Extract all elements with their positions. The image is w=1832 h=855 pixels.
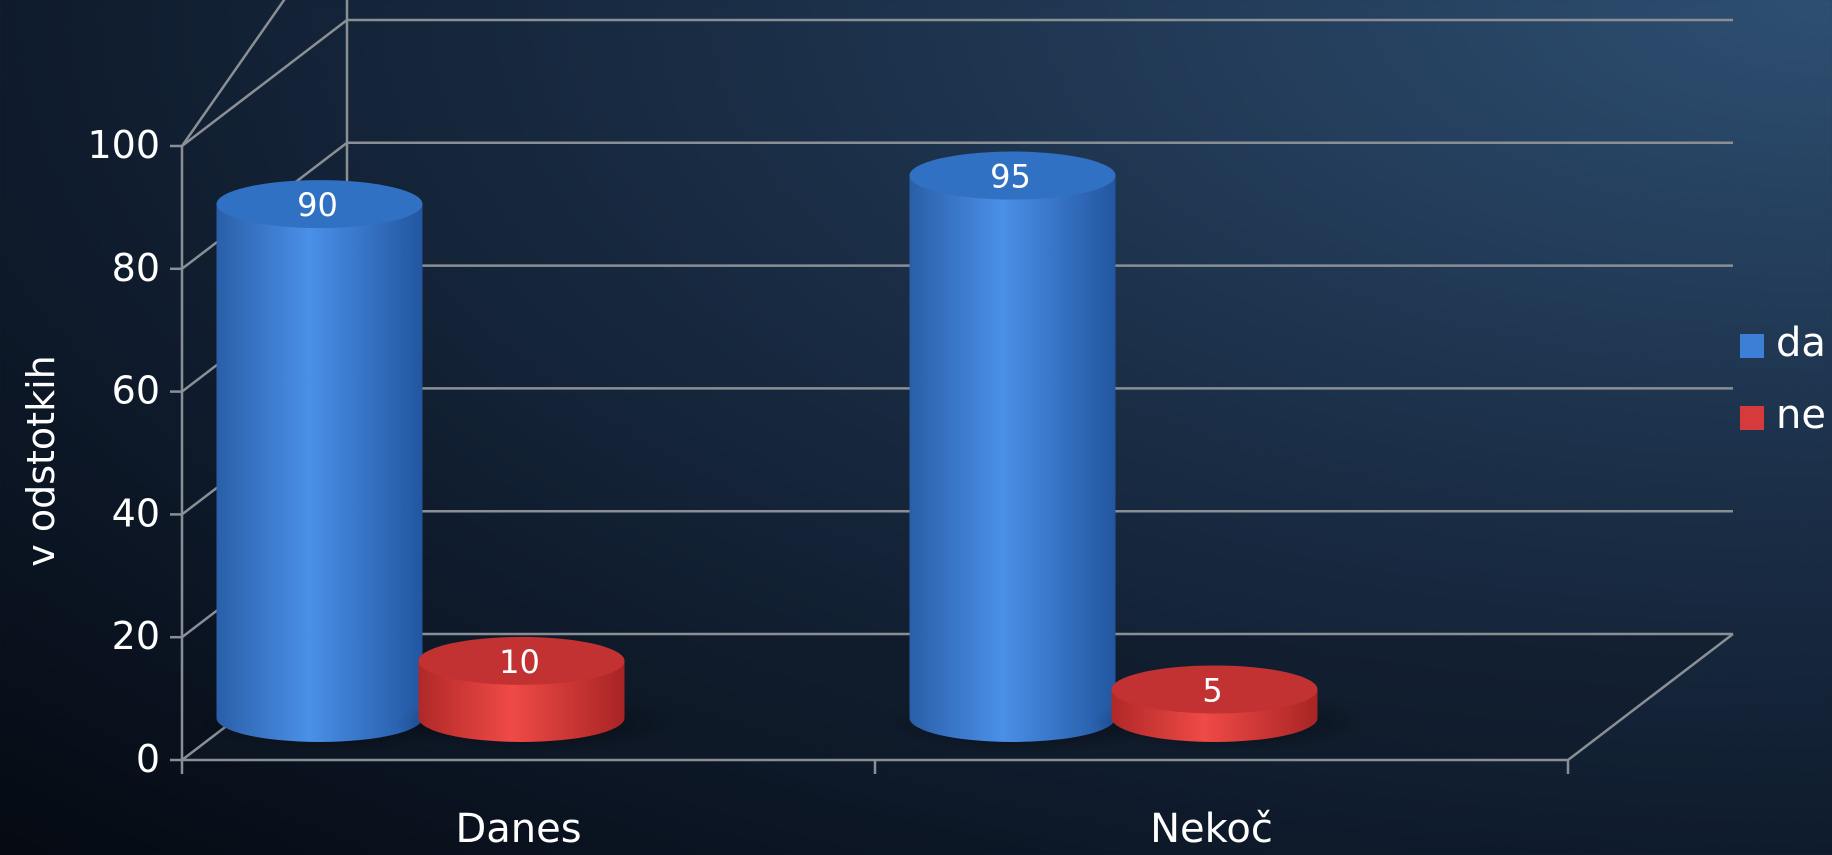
data-label: 90 bbox=[297, 186, 338, 224]
legend-swatch-ne bbox=[1740, 406, 1764, 430]
gridline-side bbox=[181, 19, 348, 147]
y-axis-title: v odstotkih bbox=[19, 355, 63, 566]
legend-label-ne: ne bbox=[1776, 392, 1826, 438]
gridline-side-top bbox=[180, 0, 286, 147]
axis-layer: 0 20 40 60 80 100 Danes Nekoč v odstotkih bbox=[19, 123, 1570, 852]
x-tick-label: Danes bbox=[455, 806, 581, 852]
legend-swatch-da bbox=[1740, 334, 1764, 358]
data-label: 95 bbox=[990, 158, 1031, 196]
bar-da-Nekoč bbox=[887, 151, 1174, 752]
bar-da-Danes bbox=[194, 180, 481, 752]
bar-body bbox=[216, 204, 423, 742]
y-tick-label: 100 bbox=[87, 123, 160, 167]
bar-top bbox=[1111, 665, 1318, 714]
y-tick-label: 80 bbox=[112, 246, 160, 290]
bar-layer bbox=[194, 151, 1376, 752]
bar-top bbox=[909, 151, 1116, 200]
label-layer: 90 10 95 5 bbox=[297, 158, 1223, 710]
y-tick-label: 20 bbox=[112, 614, 160, 658]
data-label: 5 bbox=[1202, 671, 1222, 709]
x-tick-label: Nekoč bbox=[1150, 806, 1273, 852]
floor-right-edge bbox=[1567, 633, 1734, 761]
y-tick-label: 40 bbox=[112, 491, 160, 535]
legend: da ne bbox=[1740, 320, 1826, 438]
bar-body bbox=[909, 175, 1116, 742]
y-tick-label: 60 bbox=[112, 369, 160, 413]
bar-top bbox=[216, 180, 423, 229]
bar-ne-Nekoč bbox=[1089, 665, 1376, 752]
y-tick-label: 0 bbox=[136, 737, 160, 781]
legend-label-da: da bbox=[1776, 320, 1826, 366]
data-label: 10 bbox=[499, 643, 540, 681]
bar-top bbox=[418, 636, 625, 685]
bar-ne-Danes bbox=[396, 636, 683, 752]
